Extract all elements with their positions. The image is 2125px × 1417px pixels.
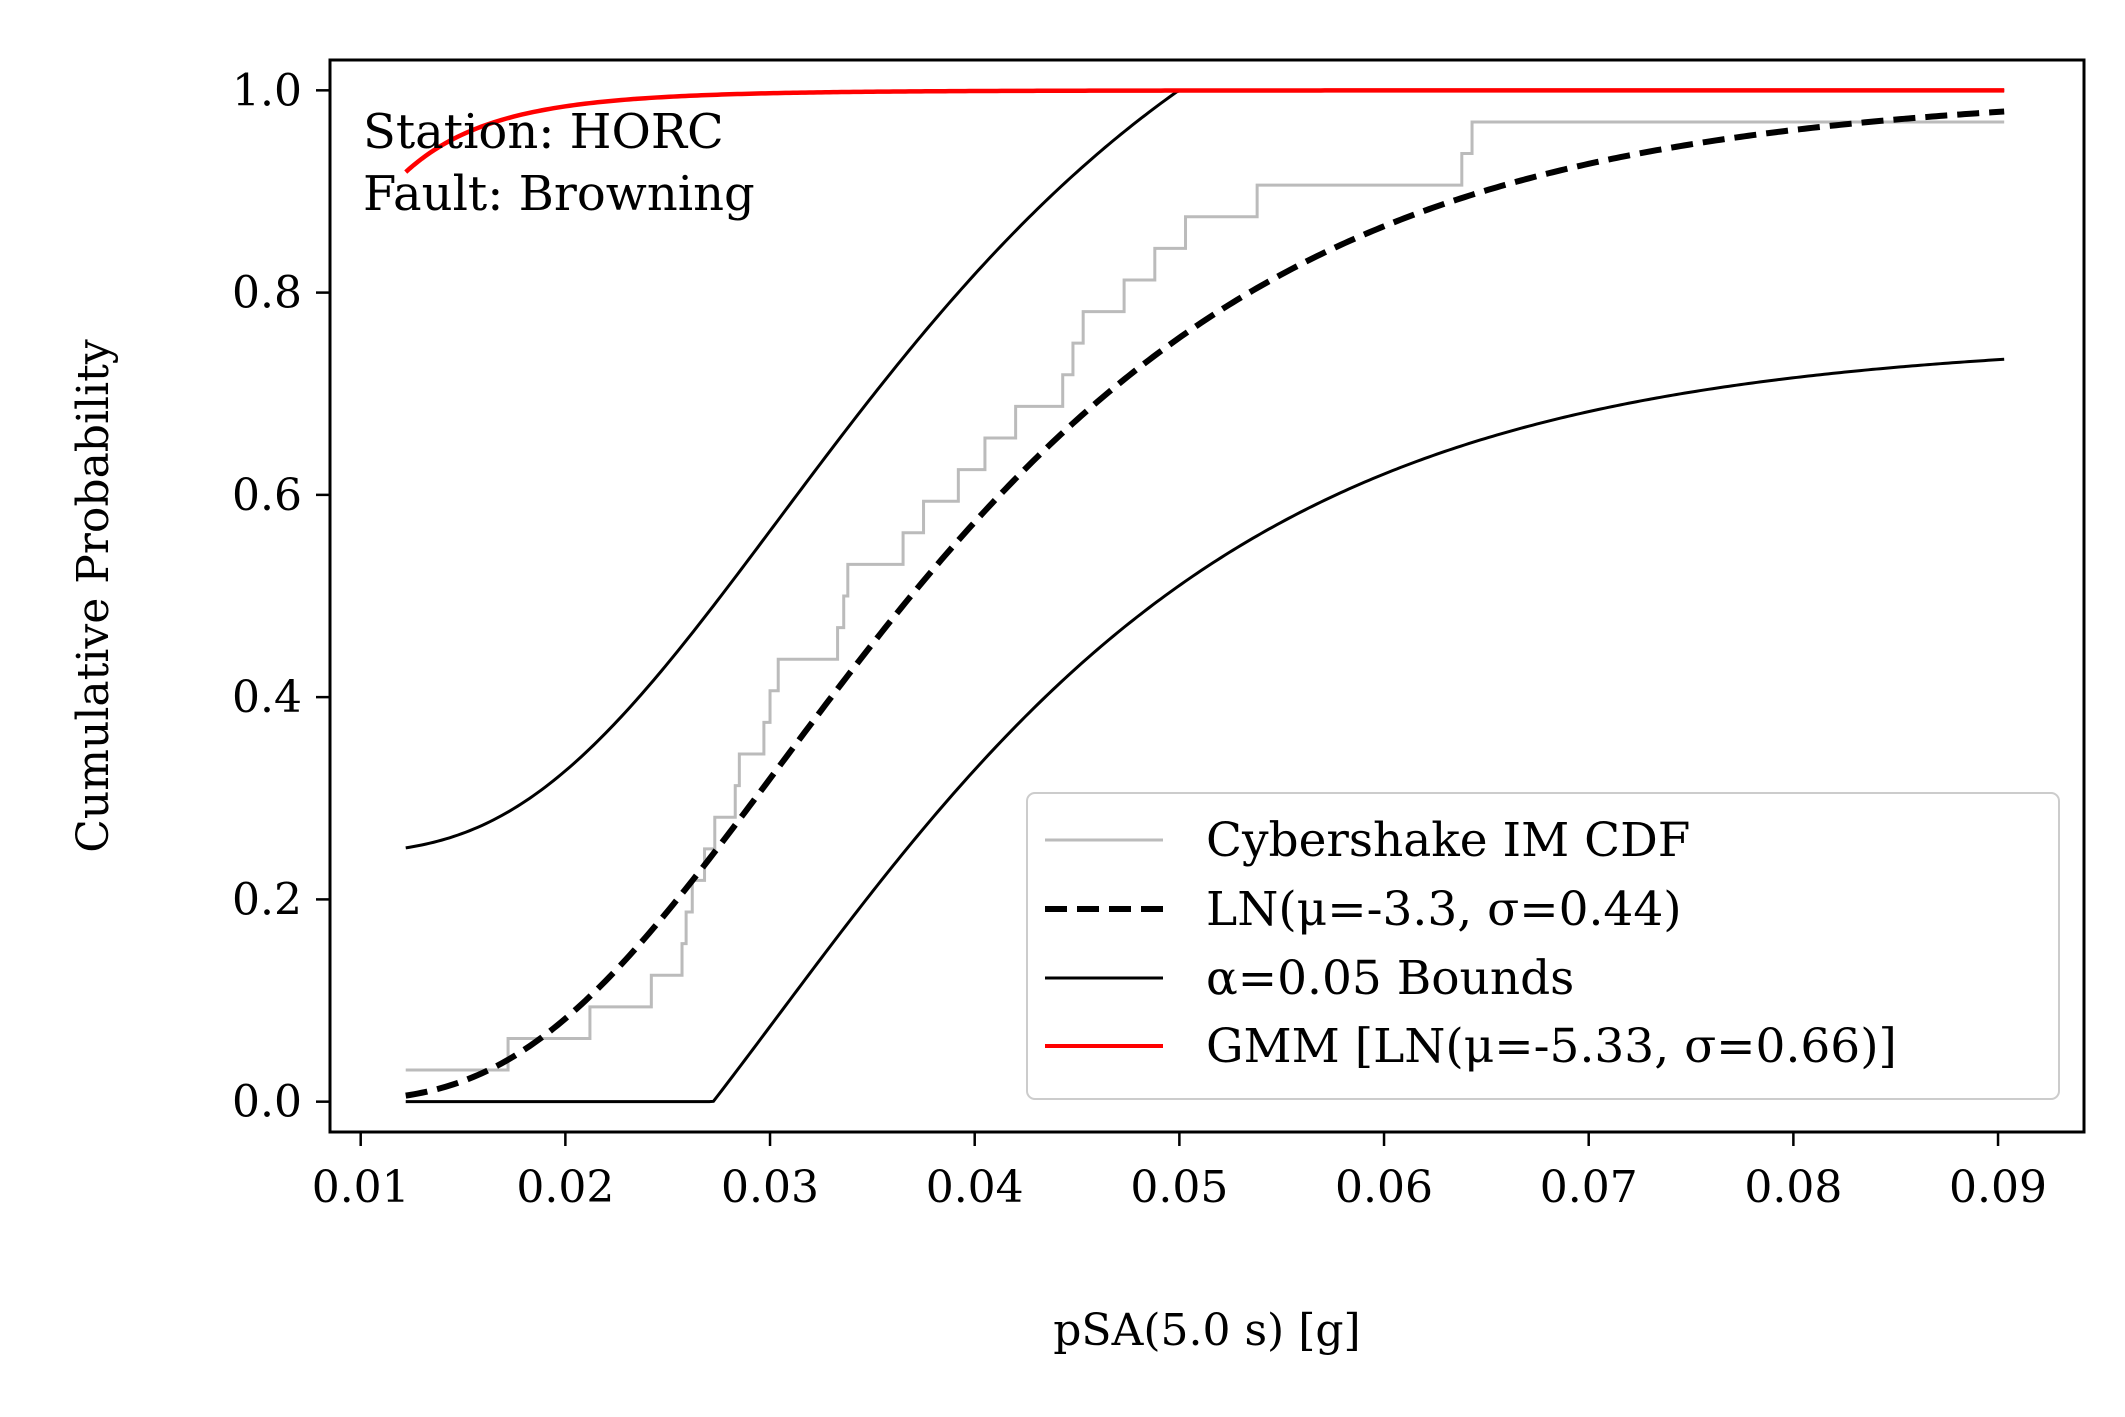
x-tick-label: 0.04 [926, 1162, 1024, 1213]
legend-box [1026, 792, 2060, 1100]
y-tick-label: 0.0 [232, 1077, 302, 1128]
x-tick-label: 0.05 [1130, 1162, 1228, 1213]
legend-label-gmm: GMM [LN(μ=-5.33, σ=0.66)] [1206, 1019, 1897, 1074]
y-tick-label: 0.2 [232, 874, 302, 925]
x-tick-label: 0.06 [1335, 1162, 1433, 1213]
x-axis: 0.01 0.02 0.03 0.04 0.05 0.06 0.07 0.08 0.09 [312, 1132, 2047, 1213]
y-tick-label: 0.4 [232, 672, 302, 723]
plot-area [404, 88, 2005, 1104]
legend: Cybershake IM CDF LN(μ=-3.3, σ=0.44) α=0… [1026, 792, 2060, 1100]
series-lower-bound [405, 357, 2005, 1104]
x-tick-label: 0.02 [516, 1162, 614, 1213]
y-axis: 0.0 0.2 0.4 0.6 0.8 1.0 [232, 65, 330, 1128]
series-ln-fit [405, 108, 2005, 1099]
x-tick-label: 0.03 [721, 1162, 819, 1213]
legend-label-cybershake: Cybershake IM CDF [1206, 813, 1690, 868]
plot-frame [328, 58, 2086, 1134]
y-tick-label: 0.8 [232, 268, 302, 319]
fault-annotation: Fault: Browning [363, 166, 755, 222]
y-tick-label: 1.0 [232, 65, 302, 116]
x-tick-label: 0.07 [1540, 1162, 1638, 1213]
x-tick-label: 0.09 [1949, 1162, 2047, 1213]
legend-label-bounds: α=0.05 Bounds [1206, 951, 1574, 1006]
station-annotation: Station: HORC [363, 104, 724, 160]
y-tick-label: 0.6 [232, 470, 302, 521]
y-axis-label: Cumulative Probability [68, 339, 119, 853]
series-cybershake-cdf [405, 120, 2005, 1072]
legend-label-ln-fit: LN(μ=-3.3, σ=0.44) [1206, 882, 1682, 937]
x-tick-label: 0.08 [1744, 1162, 1842, 1213]
series-gmm [404, 88, 2005, 174]
series-layer [404, 88, 2005, 1104]
x-axis-label: pSA(5.0 s) [g] [1053, 1305, 1360, 1356]
x-tick-label: 0.01 [312, 1162, 410, 1213]
